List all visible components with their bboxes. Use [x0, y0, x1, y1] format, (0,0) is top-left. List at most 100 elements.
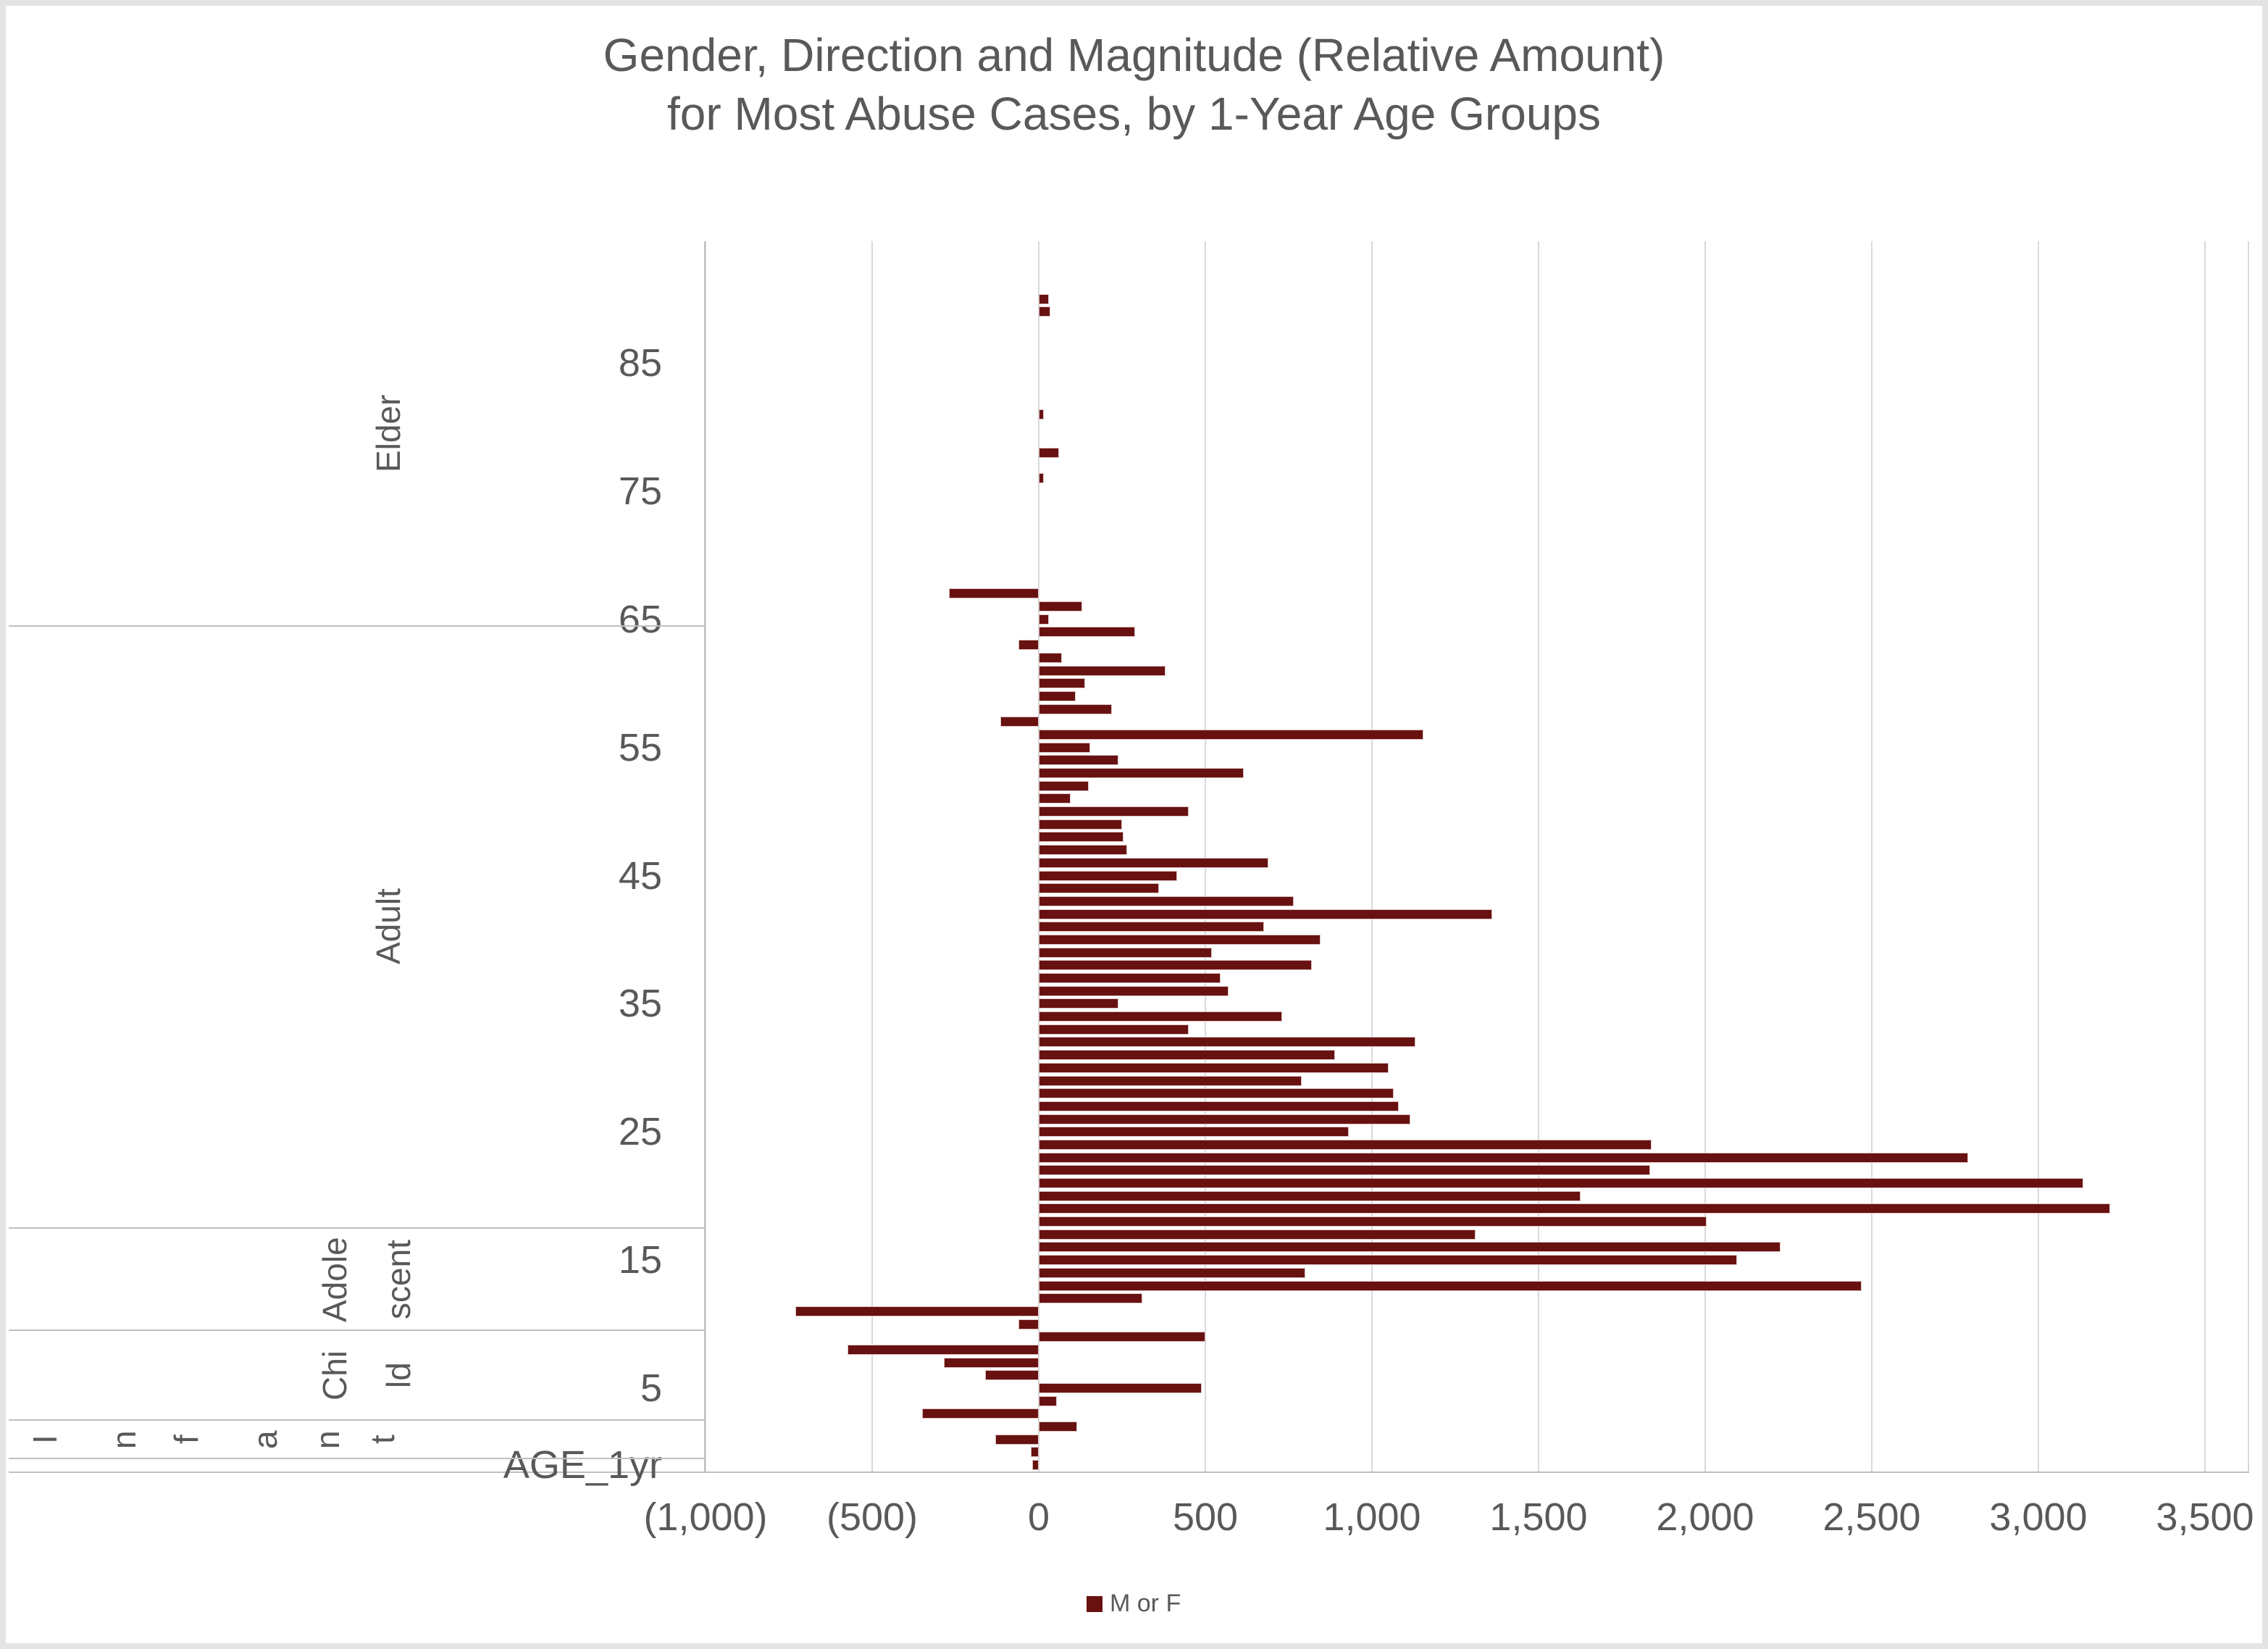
category-axis-line [704, 241, 706, 1473]
group-label-infant-letter: f [167, 1435, 205, 1445]
bar-age-53[interactable] [1039, 768, 1244, 779]
bar-age-65[interactable] [1039, 614, 1049, 625]
bar-age-23[interactable] [1039, 1152, 1969, 1163]
bar-age-32[interactable] [1039, 1037, 1415, 1048]
bar-age-15[interactable] [1039, 1255, 1737, 1266]
bar-age-5[interactable] [1039, 1383, 1202, 1394]
x-axis-tick-label: 0 [1027, 1495, 1050, 1539]
bar-age-18[interactable] [1039, 1216, 1707, 1227]
gridline [1704, 241, 1706, 1471]
bar-age-30[interactable] [1039, 1062, 1389, 1073]
bar-age-4[interactable] [1039, 1395, 1058, 1406]
group-separator [9, 1227, 706, 1229]
bar-age-47[interactable] [1039, 845, 1127, 856]
bar-age-6[interactable] [985, 1370, 1039, 1381]
bar-age-16[interactable] [1039, 1242, 1780, 1253]
bar-age-57[interactable] [1000, 717, 1039, 727]
bar-age-43[interactable] [1039, 896, 1294, 906]
bar-age-42[interactable] [1039, 909, 1492, 919]
bar-age-24[interactable] [1039, 1139, 1652, 1150]
y-axis-tick-label: 85 [618, 341, 662, 385]
bar-age-49[interactable] [1039, 819, 1122, 830]
group-label-elder: Elder [369, 394, 407, 473]
bar-age-21[interactable] [1039, 1178, 2084, 1189]
bar-age-34[interactable] [1039, 1011, 1282, 1022]
bar-age-11[interactable] [795, 1306, 1039, 1316]
gridline [705, 241, 706, 1471]
bar-age-46[interactable] [1039, 857, 1269, 868]
bar-age-13[interactable] [1039, 1280, 1862, 1291]
chart-title-line1: Gender, Direction and Magnitude (Relativ… [603, 29, 1665, 81]
y-axis-tick-label: 5 [640, 1366, 662, 1411]
bar-age-36[interactable] [1039, 985, 1229, 996]
y-axis-tick-label: 65 [618, 597, 662, 641]
bar-age-63[interactable] [1018, 640, 1039, 651]
legend[interactable]: M or F [1087, 1590, 1181, 1618]
bar-age-58[interactable] [1039, 704, 1113, 714]
chart-title-line2: for Most Abuse Cases, by 1-Year Age Grou… [667, 87, 1601, 140]
group-label-infant-letter: t [364, 1435, 401, 1445]
bar-age-1[interactable] [995, 1434, 1039, 1445]
bar-age-41[interactable] [1039, 922, 1264, 932]
bar-age-55[interactable] [1039, 742, 1091, 753]
bar-age-61[interactable] [1039, 665, 1166, 676]
bar-age-56[interactable] [1039, 729, 1424, 740]
bar-age-78[interactable] [1039, 447, 1059, 458]
bar-age-39[interactable] [1039, 947, 1213, 958]
bar-age-12[interactable] [1039, 1293, 1142, 1304]
x-axis-tick-label: 1,000 [1323, 1495, 1421, 1539]
bar-age-51[interactable] [1039, 793, 1071, 804]
bar-age-AGE_1yr[interactable] [1032, 1460, 1039, 1471]
bar-age-76[interactable] [1039, 473, 1044, 484]
bar-age-29[interactable] [1039, 1075, 1302, 1086]
bar-age-52[interactable] [1039, 780, 1089, 791]
bar-age-66[interactable] [1039, 601, 1082, 612]
bar-age-20[interactable] [1039, 1190, 1581, 1201]
bar-age-8[interactable] [847, 1344, 1039, 1355]
bar-age-14[interactable] [1039, 1267, 1305, 1278]
bar-age-7[interactable] [943, 1357, 1039, 1368]
bar-age-25[interactable] [1039, 1127, 1349, 1137]
bar-age-45[interactable] [1039, 870, 1177, 881]
bar-age-9[interactable] [1039, 1332, 1205, 1343]
bar-age-2[interactable] [1039, 1422, 1077, 1432]
bar-age-10[interactable] [1018, 1319, 1039, 1329]
bar-age-19[interactable] [1039, 1203, 2110, 1214]
gridline [1038, 241, 1039, 1471]
bar-age-22[interactable] [1039, 1165, 1651, 1176]
bar-age-50[interactable] [1039, 806, 1189, 817]
gridline [871, 241, 873, 1471]
bar-age-62[interactable] [1039, 652, 1063, 663]
bar-age-59[interactable] [1039, 690, 1076, 701]
bar-age-26[interactable] [1039, 1114, 1410, 1124]
bar-age-64[interactable] [1039, 627, 1136, 638]
group-label-child: Chi [316, 1350, 353, 1400]
bar-age-3[interactable] [922, 1408, 1039, 1419]
bar-age-17[interactable] [1039, 1229, 1476, 1240]
bar-age-31[interactable] [1039, 1050, 1336, 1061]
bar-age-60[interactable] [1039, 678, 1086, 689]
bar-age-28[interactable] [1039, 1088, 1394, 1099]
group-label-infant-letter: n [309, 1429, 346, 1449]
gridline [2038, 241, 2039, 1471]
bar-age-44[interactable] [1039, 883, 1159, 894]
bar-age-33[interactable] [1039, 1024, 1189, 1035]
bar-age-37[interactable] [1039, 973, 1221, 984]
bar-age-89[interactable] [1039, 306, 1051, 317]
group-label-infant-letter: a [246, 1429, 284, 1449]
bar-age-48[interactable] [1039, 832, 1124, 843]
x-axis-line [9, 1471, 2249, 1473]
bar-age-38[interactable] [1039, 960, 1313, 971]
bar-age-0[interactable] [1030, 1447, 1039, 1458]
bar-age-40[interactable] [1039, 934, 1321, 945]
y-axis-tick-label: 45 [618, 853, 662, 898]
x-axis-tick-label: (500) [826, 1495, 919, 1539]
bar-age-67[interactable] [948, 588, 1039, 599]
bar-age-81[interactable] [1039, 409, 1044, 419]
bar-age-54[interactable] [1039, 755, 1119, 766]
gridline [1538, 241, 1539, 1471]
bar-age-90[interactable] [1039, 293, 1049, 304]
bar-age-27[interactable] [1039, 1101, 1399, 1111]
bar-age-35[interactable] [1039, 998, 1119, 1009]
